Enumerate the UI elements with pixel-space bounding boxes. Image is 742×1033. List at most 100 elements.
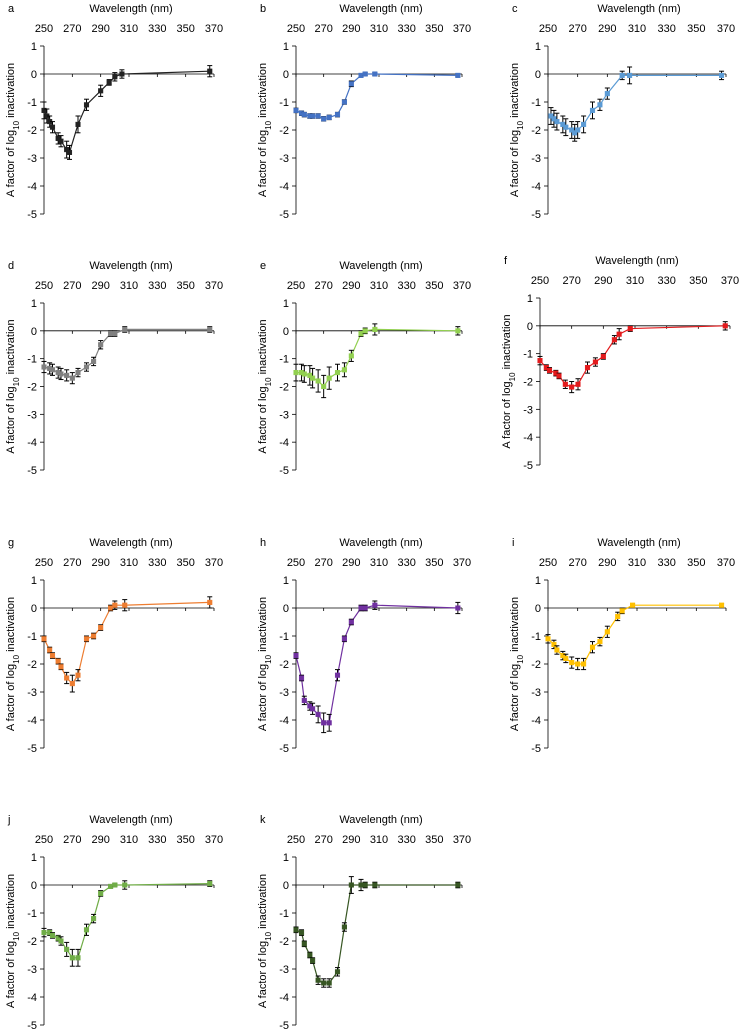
y-tick-label: 0 [31, 69, 37, 81]
x-tick-label: 290 [594, 275, 612, 287]
x-tick-label: 250 [539, 557, 557, 569]
y-axis-title: A factor of log10 inactivation [501, 314, 517, 448]
y-axis-title: A factor of log10 inactivation [5, 319, 21, 453]
x-tick-label: 330 [657, 557, 675, 569]
y-tick-label: 0 [283, 603, 289, 615]
x-tick-label: 250 [287, 280, 305, 292]
y-tick-label: -2 [523, 377, 533, 389]
data-point [64, 372, 70, 378]
data-point [310, 706, 316, 712]
data-point [108, 331, 114, 337]
data-point [560, 121, 566, 127]
y-tick-label: -2 [279, 936, 289, 948]
data-point [348, 81, 354, 87]
data-point [569, 127, 575, 133]
y-tick-label: -5 [523, 460, 533, 472]
data-point [47, 647, 53, 653]
data-point [64, 946, 70, 952]
x-axis-title: Wavelength (nm) [89, 537, 172, 549]
x-tick-label: 350 [176, 557, 194, 569]
data-point [362, 328, 368, 334]
data-point [112, 602, 118, 608]
data-point [616, 331, 622, 337]
y-tick-label: -2 [279, 659, 289, 671]
y-tick-label: -5 [279, 465, 289, 477]
data-point [293, 107, 299, 113]
data-point [326, 720, 332, 726]
data-point [307, 952, 313, 958]
data-point [326, 114, 332, 120]
data-point [75, 955, 81, 961]
x-tick-label: 350 [425, 23, 443, 35]
x-axis-title: Wavelength (nm) [595, 255, 678, 267]
x-tick-label: 310 [370, 280, 388, 292]
chart-panel-e: e Wavelength (nm) 1 0 -1 -2 -3 -4 -5 250 270 290 310… [257, 260, 471, 477]
data-point [310, 375, 316, 381]
chart-panel-j: j Wavelength (nm) 1 0 -1 -2 -3 -4 -5 250 270 290 310… [5, 814, 223, 1032]
x-tick-label: 250 [35, 23, 53, 35]
y-tick-label: 1 [283, 575, 289, 587]
data-point [122, 326, 128, 332]
series-line [547, 604, 722, 665]
panel-letter: b [260, 3, 266, 15]
data-point [315, 977, 321, 983]
data-point [597, 639, 603, 645]
y-tick-label: -1 [27, 97, 37, 109]
data-point [611, 337, 617, 343]
data-point [207, 326, 213, 332]
y-tick-label: -2 [531, 125, 541, 137]
y-tick-label: -5 [27, 209, 37, 221]
x-tick-label: 270 [63, 557, 81, 569]
data-point [69, 375, 75, 381]
y-axis-title: A factor of log10 inactivation [257, 63, 273, 197]
series-line [295, 604, 458, 724]
series-line [44, 883, 210, 959]
y-tick-label: -4 [27, 181, 37, 193]
data-point [310, 113, 316, 119]
data-point [301, 941, 307, 947]
data-point [546, 367, 553, 373]
x-tick-label: 370 [205, 834, 223, 846]
chart-panel-b: b Wavelength (nm) 1 0 -1 -2 -3 -4 -5 250 270 290 310… [257, 3, 471, 221]
chart-panel-c: c Wavelength (nm) 1 0 -1 -2 -3 -4 -5 250 270 290 310… [509, 3, 735, 221]
y-tick-label: -4 [279, 181, 289, 193]
x-tick-label: 270 [314, 23, 332, 35]
data-point [537, 358, 543, 364]
data-point [49, 367, 56, 373]
x-tick-label: 330 [148, 280, 166, 292]
y-tick-label: -1 [523, 349, 533, 361]
x-tick-label: 250 [35, 280, 53, 292]
x-axis-title: Wavelength (nm) [339, 814, 422, 826]
y-tick-label: -1 [27, 631, 37, 643]
data-point [604, 91, 610, 97]
panel-letter: d [8, 260, 14, 272]
x-tick-label: 290 [598, 557, 616, 569]
data-point [334, 969, 341, 975]
y-tick-label: -2 [27, 936, 37, 948]
x-tick-label: 370 [205, 557, 223, 569]
data-point [348, 353, 354, 359]
y-tick-label: -4 [27, 992, 37, 1004]
y-tick-label: -3 [523, 404, 533, 416]
data-point [362, 882, 368, 888]
data-point [572, 130, 578, 136]
data-point [334, 112, 341, 118]
x-tick-label: 290 [342, 557, 360, 569]
y-tick-label: -2 [279, 125, 289, 137]
data-point [630, 602, 636, 608]
x-tick-label: 330 [148, 23, 166, 35]
data-point [455, 328, 461, 334]
series-line [43, 70, 210, 154]
y-tick-label: 1 [283, 852, 289, 864]
panel-letter: g [8, 537, 14, 549]
data-point [554, 119, 560, 125]
x-tick-label: 350 [425, 557, 443, 569]
panel-letter: j [7, 814, 10, 826]
y-tick-label: 1 [535, 41, 541, 53]
data-point [569, 384, 575, 390]
x-tick-label: 310 [120, 834, 138, 846]
x-tick-label: 370 [205, 23, 223, 35]
y-tick-label: -5 [279, 209, 289, 221]
y-tick-label: 0 [31, 326, 37, 338]
